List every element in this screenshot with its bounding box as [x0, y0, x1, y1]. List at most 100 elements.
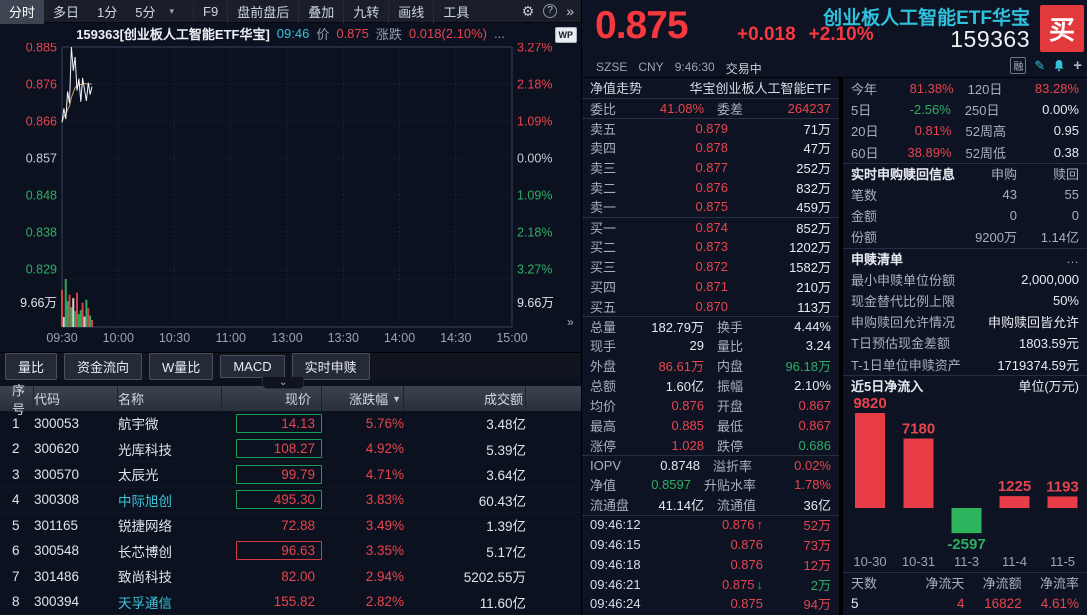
toolbar-action-叠加[interactable]: 叠加 [298, 0, 343, 24]
ask-row[interactable]: 卖三 0.877 252万 [582, 157, 839, 177]
perf-value: 0.38 [1053, 144, 1079, 160]
ask-row[interactable]: 卖五 0.879 71万 [582, 117, 839, 138]
period-dropdown-caret-icon[interactable]: ▾ [169, 5, 175, 16]
watchlist-row[interactable]: 7 301486 致尚科技 82.00 2.94% 5202.55万 [0, 564, 581, 590]
indicator-tab-资金流向[interactable]: 资金流向 [64, 352, 143, 380]
stat-value: 0.8597 [651, 477, 691, 493]
bid-row[interactable]: 买四 0.871 210万 [582, 276, 839, 296]
watchlist-row[interactable]: 1 300053 航宇微 14.13 5.76% 3.48亿 [0, 411, 581, 437]
subscribe-redeem-value: 0 [1071, 208, 1079, 224]
column-header-涨跌幅[interactable]: 涨跌幅 ▼ [322, 386, 404, 411]
tick-price-value: 0.876 [730, 536, 763, 552]
ask-price: 0.878 [695, 139, 728, 155]
edit-pencil-icon[interactable]: ✎ [1034, 57, 1046, 73]
watchlist-row[interactable]: 5 301165 锐捷网络 72.88 3.49% 1.39亿 [0, 513, 581, 539]
alert-bell-icon[interactable] [1053, 59, 1065, 72]
tick-time: 09:46:21 [590, 576, 641, 592]
buy-button[interactable]: 买 [1040, 5, 1084, 52]
indicator-tab-实时申赎[interactable]: 实时申赎 [291, 352, 370, 380]
watchlist-row[interactable]: 6 300548 长芯博创 96.63 3.35% 5.17亿 [0, 539, 581, 565]
y-axis-percent-label: 3.27% [517, 263, 552, 277]
cell-price: 82.00 [222, 567, 322, 586]
perf-row: 5日 -2.56% 250日 0.00% [843, 99, 1087, 120]
stat-label: 最低 [717, 418, 744, 434]
stat-label: 溢折率 [713, 458, 753, 474]
watchlist-row[interactable]: 8 300394 天孚通信 155.82 2.82% 11.60亿 [0, 590, 581, 615]
toolbar-tab-多日[interactable]: 多日 [53, 4, 80, 20]
cell-change-pct: 3.35% [365, 543, 404, 559]
security-code: 159363 [950, 26, 1030, 52]
watchlist-row[interactable]: 2 300620 光库科技 108.27 4.92% 5.39亿 [0, 437, 581, 463]
x-axis-time-label: 10:00 [103, 331, 134, 345]
creation-list-more[interactable]: … [1066, 251, 1079, 267]
stat-label: 现手 [590, 339, 617, 355]
indicator-tab-MACD[interactable]: MACD [220, 354, 285, 378]
cell-code: 300394 [34, 594, 80, 610]
column-header-现价[interactable]: 现价 [222, 386, 322, 411]
creation-list-row: T-1日单位申赎资产 1719374.59元 [843, 353, 1087, 374]
column-header-名称[interactable]: 名称 [118, 386, 222, 411]
cell-index: 7 [12, 568, 20, 584]
bid-row[interactable]: 买二 0.873 1202万 [582, 237, 839, 257]
flow-bar-date: 11-5 [1050, 554, 1075, 569]
x-axis-time-label: 14:30 [440, 331, 471, 345]
cell-code: 300053 [34, 415, 80, 431]
stat-row: 外盘 86.61万 内盘 96.18万 [582, 356, 839, 376]
bid-row[interactable]: 买三 0.872 1582万 [582, 257, 839, 277]
perf-value: 81.38% [909, 81, 954, 97]
collapse-chevron-icon[interactable]: ⌄ [262, 377, 305, 389]
toolbar-action-F9[interactable]: F9 [193, 0, 227, 22]
expand-panel-arrow-icon[interactable]: » [567, 315, 574, 329]
creation-list-value: 申购赎回皆允许 [987, 315, 1079, 331]
column-header-代码[interactable]: 代码 [34, 386, 118, 411]
stat-value: 2.10% [794, 378, 831, 394]
cell-price: 108.27 [222, 439, 322, 459]
column-header-序号[interactable]: 序号 [0, 383, 34, 417]
watchlist-body: 1 300053 航宇微 14.13 5.76% 3.48亿 2 300620 光库科技 108.… [0, 411, 581, 615]
stat-label: 总额 [590, 379, 617, 395]
toolbar-action-九转[interactable]: 九转 [343, 0, 388, 24]
wp-badge: WP [554, 27, 577, 43]
flows-header: 近5日净流入 单位(万元) [843, 374, 1087, 396]
price-box: 72.88 [281, 517, 315, 533]
watchlist-row[interactable]: 3 300570 太辰光 99.79 4.71% 3.64亿 [0, 462, 581, 488]
stat-value: 0.885 [671, 417, 704, 433]
perf-value: 0.95 [1053, 123, 1079, 139]
tick-time: 09:46:24 [590, 596, 641, 612]
stat-value: 4.44% [794, 319, 831, 335]
cell-amount: 5202.55万 [463, 570, 526, 586]
toolbar-action-画线[interactable]: 画线 [388, 0, 433, 24]
indicator-tab-量比[interactable]: 量比 [5, 352, 58, 380]
column-header-成交额[interactable]: 成交额 [404, 386, 526, 411]
toolbar-tab-5分[interactable]: 5分 [135, 4, 156, 20]
ask-row[interactable]: 卖四 0.878 47万 [582, 138, 839, 158]
cell-change-pct: 4.71% [365, 466, 404, 482]
settings-gear-icon[interactable]: ⚙ [521, 3, 535, 19]
watchlist-row[interactable]: 4 300308 中际旭创 495.30 3.83% 60.43亿 [0, 488, 581, 514]
toolbar-tab-分时[interactable]: 分时 [0, 0, 45, 24]
ask-row[interactable]: 卖一 0.875 459万 [582, 197, 839, 217]
cell-code: 300570 [34, 466, 80, 482]
cell-price: 99.79 [222, 464, 322, 484]
chart-time: 09:46 [276, 26, 310, 41]
add-plus-icon[interactable]: + [1073, 57, 1082, 74]
toolbar-action-盘前盘后[interactable]: 盘前盘后 [227, 0, 298, 24]
toolbar-tab-1分[interactable]: 1分 [97, 4, 118, 20]
toolbar-action-工具[interactable]: 工具 [433, 0, 478, 24]
bid-row[interactable]: 买五 0.870 113万 [582, 296, 839, 316]
perf-value: -2.56% [909, 102, 951, 118]
ask-row[interactable]: 卖二 0.876 832万 [582, 177, 839, 197]
chart-symbol-title: 159363[创业板人工智能ETF华宝] [76, 27, 270, 42]
perf-label: 今年 [851, 82, 878, 98]
sort-desc-icon[interactable]: ▼ [392, 393, 401, 404]
creation-list-label: T-1日单位申赎资产 [851, 357, 961, 373]
help-icon[interactable]: ? [543, 4, 558, 18]
stat-value: 0.867 [798, 417, 831, 433]
subscribe-row: 笔数 43 55 [843, 184, 1087, 205]
intraday-chart-svg: 0.885 0.876 0.866 0.857 0.848 0.838 0.829 3.27%… [20, 43, 554, 345]
toolbar-more-icon[interactable]: » [566, 3, 574, 19]
bid-row[interactable]: 买一 0.874 852万 [582, 216, 839, 237]
tick-price-value: 0.875 [721, 576, 755, 592]
weibi-row: 委比 41.08% 委差 264237 [582, 97, 839, 118]
indicator-tab-W量比[interactable]: W量比 [149, 352, 214, 380]
